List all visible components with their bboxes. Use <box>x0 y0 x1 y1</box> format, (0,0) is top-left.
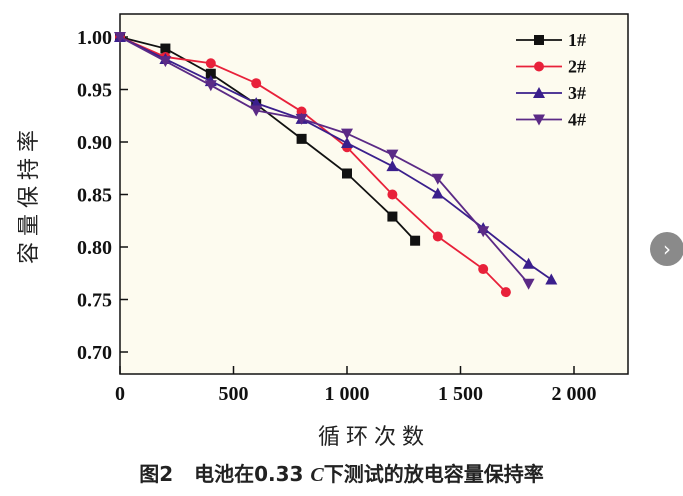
data-point <box>431 173 444 185</box>
x-axis-label: 循环次数 <box>318 425 430 450</box>
data-point <box>342 168 352 179</box>
data-point <box>296 133 307 144</box>
legend-marker <box>533 87 545 98</box>
series-line <box>119 36 416 242</box>
data-point <box>114 32 126 43</box>
data-point <box>431 187 444 199</box>
data-point <box>159 56 172 68</box>
data-point <box>410 235 421 246</box>
data-point <box>295 113 308 125</box>
data-point <box>387 189 398 200</box>
data-point <box>478 264 489 275</box>
data-point <box>477 226 490 238</box>
legend-label: 4# <box>568 110 586 130</box>
next-image-button[interactable]: › <box>650 232 683 266</box>
plot-background <box>119 13 629 375</box>
data-point <box>341 128 353 140</box>
legend-item: 4# <box>516 110 586 130</box>
y-tick-label: 0.80 <box>77 237 112 259</box>
figure-caption: 图2 电池在0.33 C下测试的放电容量保持率 <box>0 458 683 487</box>
x-tick-label: 1 500 <box>438 383 483 405</box>
data-point <box>545 273 558 285</box>
y-tick-label: 0.85 <box>77 185 112 207</box>
caption-prefix: 图2 <box>139 462 174 486</box>
legend-item: 2# <box>516 57 586 77</box>
legend-label: 3# <box>568 83 586 103</box>
y-tick-label: 0.90 <box>77 132 112 154</box>
series-line <box>119 36 530 285</box>
data-point <box>432 231 443 242</box>
data-point <box>250 105 263 117</box>
y-tick-label: 0.70 <box>77 342 112 364</box>
data-point <box>500 287 511 298</box>
legend-marker <box>534 35 544 45</box>
y-tick-label: 0.95 <box>77 80 112 102</box>
data-point <box>522 257 535 269</box>
caption-text-2: 下测试的放电容量保持率 <box>323 462 544 486</box>
legend-item: 3# <box>516 83 586 103</box>
data-point <box>386 149 399 161</box>
x-tick-label: 1 000 <box>325 383 370 405</box>
caption-text-1: 电池在0.33 <box>194 462 311 486</box>
data-point <box>160 43 171 54</box>
data-point <box>250 97 263 109</box>
y-axis-label: 容量保持率 <box>17 124 42 264</box>
legend-label: 1# <box>568 30 586 50</box>
data-point <box>204 80 217 92</box>
legend-marker <box>534 61 544 72</box>
caption-italic: C <box>310 464 324 486</box>
y-tick-label: 1.00 <box>77 27 112 49</box>
data-point <box>341 137 353 149</box>
data-point <box>387 211 398 222</box>
legend-item: 1# <box>516 30 586 50</box>
series-line <box>119 36 507 293</box>
data-point <box>205 58 216 69</box>
x-tick-label: 0 <box>115 383 125 405</box>
legend-label: 2# <box>568 57 586 77</box>
data-point <box>386 160 399 172</box>
chevron-right-icon: › <box>663 237 671 261</box>
data-point <box>205 68 216 79</box>
legend-marker <box>533 114 545 126</box>
x-tick-label: 2 000 <box>552 383 597 405</box>
x-tick-label: 500 <box>219 383 249 405</box>
data-point <box>522 278 535 290</box>
data-point <box>251 78 262 89</box>
series-4 <box>114 32 535 290</box>
y-tick-label: 0.75 <box>77 290 112 312</box>
